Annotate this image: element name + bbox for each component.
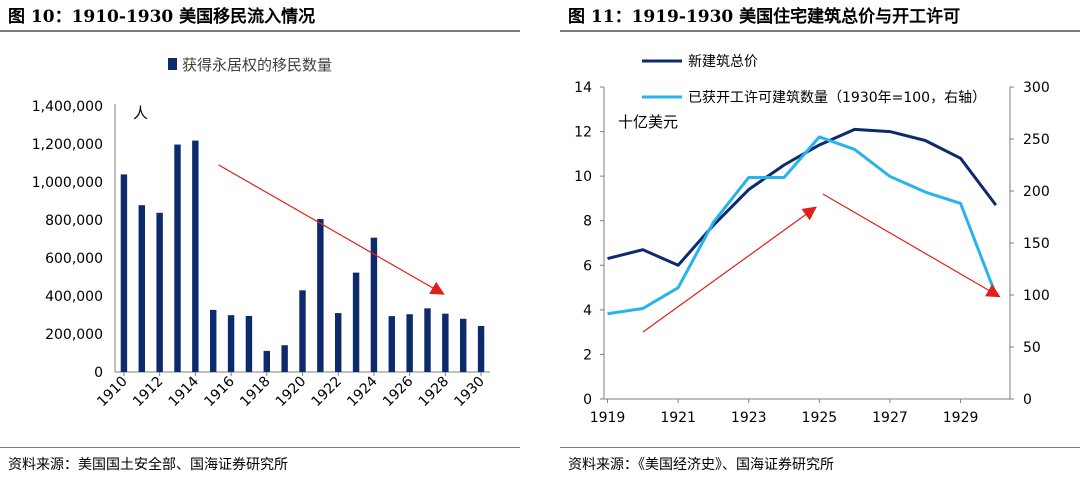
legend-label: 获得永居权的移民数量: [182, 56, 332, 74]
bar-1930: [477, 326, 485, 372]
x-tick-label: 1914: [166, 373, 203, 410]
x-tick-label: 1916: [201, 373, 238, 410]
figure-10-source: 资料来源：美国国土安全部、国海证券研究所: [8, 457, 288, 473]
figure-11-source: 资料来源：《美国经济史》、国海证券研究所: [568, 457, 834, 473]
x-tick-label: 1929: [943, 410, 979, 426]
figure-10-title: 图 10：1910-1930 美国移民流入情况: [8, 7, 316, 27]
bar-1910: [120, 174, 128, 372]
bar-1926: [406, 314, 413, 372]
bar-1921: [317, 219, 324, 372]
x-tick-label: 1923: [731, 410, 767, 426]
trend-arrow: [218, 164, 445, 295]
right-y-tick-label: 150: [1023, 236, 1050, 252]
y-tick-label: 1,000,000: [32, 175, 103, 191]
bar-1916: [227, 315, 235, 372]
bar-1914: [192, 140, 199, 372]
x-tick-label: 1927: [872, 410, 908, 426]
trend-arrow-1: [822, 193, 1001, 298]
x-tick-label: 1925: [802, 410, 838, 426]
bar-1913: [174, 144, 181, 372]
y-tick-label: 800,000: [45, 213, 103, 229]
x-tick-label: 1918: [237, 374, 274, 411]
right-figure: 图 11：1919-1930 美国住宅建筑总价与开工许可 0 2 4 6 8 10 12 14…: [560, 0, 1080, 480]
bar-1915: [210, 309, 217, 372]
left-y-tick-label: 8: [583, 214, 592, 230]
figure-11-title-rule: [560, 30, 1080, 32]
bar-1929: [460, 318, 467, 372]
line-chart: 0 2 4 6 8 10 12 14 0 50 100 150 200 250 300 1919 1921 192…: [574, 54, 1050, 426]
bar-1912: [156, 212, 163, 372]
right-y-tick-label: 0: [1023, 392, 1032, 408]
bar-1911: [138, 205, 145, 372]
y-tick-label: 1,200,000: [32, 137, 103, 153]
left-y-tick-label: 14: [574, 80, 592, 96]
legend-label-1: 已获开工许可建筑数量（1930年=100，右轴）: [688, 90, 986, 106]
y-tick-label: 0: [94, 365, 103, 381]
bar-1923: [352, 272, 360, 372]
y-tick-label: 1,400,000: [32, 99, 103, 115]
x-tick-label: 1912: [130, 374, 167, 411]
left-y-tick-label: 6: [583, 258, 592, 274]
legend-swatch: [168, 58, 177, 70]
left-y-tick-label: 10: [574, 169, 592, 185]
y-tick-label: 400,000: [45, 289, 103, 305]
right-y-tick-label: 250: [1023, 132, 1050, 148]
bar-1922: [335, 313, 342, 372]
bar-1920: [299, 290, 306, 372]
legend-label-0: 新建筑总价: [688, 54, 758, 70]
bar-1917: [245, 315, 253, 372]
figure-10-title-rule: [0, 30, 520, 32]
left-y-tick-label: 0: [583, 392, 592, 408]
right-y-tick-label: 300: [1023, 80, 1050, 96]
bar-legend: 获得永居权的移民数量: [168, 56, 332, 74]
bar-1925: [388, 316, 395, 372]
series-line-1: [607, 135, 998, 316]
left-figure: 图 10：1910-1930 美国移民流入情况 获得永居权的移民数量人 0 200,…: [0, 0, 520, 480]
x-tick-label: 1928: [416, 374, 453, 411]
bar-1927: [424, 308, 431, 372]
trend-arrow-0: [642, 206, 817, 333]
unit-label: 十亿美元: [618, 113, 678, 131]
left-y-tick-label: 2: [583, 347, 592, 363]
y-tick-label: 200,000: [45, 327, 103, 343]
bar-1919: [281, 345, 288, 372]
figure-11-source-rule: [560, 447, 1080, 448]
x-tick-label: 1920: [273, 374, 310, 411]
figure-10-source-rule: [0, 447, 520, 448]
right-y-tick-label: 100: [1023, 288, 1050, 304]
x-tick-label: 1922: [309, 374, 346, 411]
left-y-tick-label: 12: [574, 125, 592, 141]
x-tick-label: 1930: [451, 374, 488, 411]
bar-1924: [370, 237, 378, 372]
right-y-tick-label: 200: [1023, 184, 1050, 200]
bar-1928: [442, 313, 449, 372]
x-tick-label: 1921: [660, 410, 696, 426]
y-tick-label: 600,000: [45, 251, 103, 267]
figure-11-title: 图 11：1919-1930 美国住宅建筑总价与开工许可: [568, 7, 961, 27]
right-y-tick-label: 50: [1023, 340, 1041, 356]
x-tick-label: 1919: [590, 410, 626, 426]
left-y-tick-label: 4: [583, 303, 592, 319]
bar-1918: [263, 350, 270, 372]
x-tick-label: 1924: [344, 373, 381, 410]
x-tick-label: 1926: [380, 373, 417, 410]
unit-label: 人: [133, 104, 148, 122]
